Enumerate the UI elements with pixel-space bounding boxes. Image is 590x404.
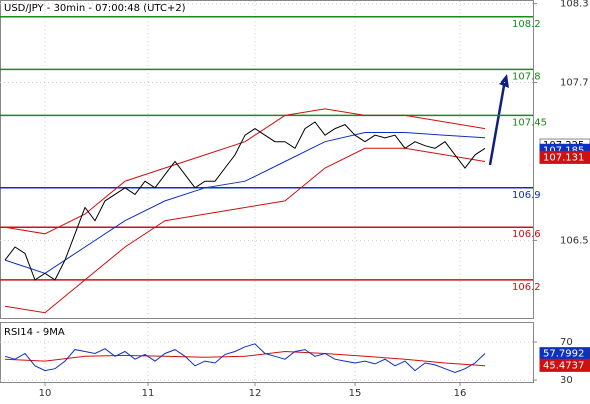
level-label: 106.9 <box>512 190 541 201</box>
chart-title: USD/JPY - 30min - 07:00:48 (UTC+2) <box>4 3 186 14</box>
series-line <box>4 132 486 274</box>
price-tag-label: 107.185 <box>543 145 584 156</box>
series-line <box>4 121 486 281</box>
x-tick-label: 15 <box>349 388 362 399</box>
x-tick-label: 12 <box>249 388 262 399</box>
level-label: 106.2 <box>512 282 541 293</box>
y-tick-label: 108.3 <box>560 0 589 10</box>
price-tag-label: 57.7992 <box>543 349 584 360</box>
price-tag <box>539 150 590 164</box>
series-line <box>4 108 486 235</box>
price-tag-label: 107.131 <box>543 152 584 163</box>
price-tag-label: 45.4737 <box>543 360 584 371</box>
arrow-head <box>499 74 509 88</box>
price-tag <box>539 358 590 372</box>
y-tick-label: 70 <box>560 337 573 348</box>
series-line <box>4 350 486 367</box>
series-line <box>4 343 486 374</box>
x-tick-label: 10 <box>39 388 52 399</box>
level-label: 107.45 <box>512 117 547 128</box>
projection-arrow <box>488 79 507 166</box>
y-tick-label: 107.7 <box>560 78 589 89</box>
rsi-panel <box>0 322 534 383</box>
level-label: 106.6 <box>512 229 541 240</box>
rsi-title: RSI14 - 9MA <box>4 327 65 338</box>
x-tick-label: 16 <box>454 388 467 399</box>
x-tick-label: 11 <box>142 388 155 399</box>
level-label: 107.8 <box>512 71 541 82</box>
y-tick-label: 30 <box>560 375 573 386</box>
y-tick-label: 106.5 <box>560 235 589 246</box>
level-label: 108.2 <box>512 19 541 30</box>
price-panel <box>0 0 534 319</box>
